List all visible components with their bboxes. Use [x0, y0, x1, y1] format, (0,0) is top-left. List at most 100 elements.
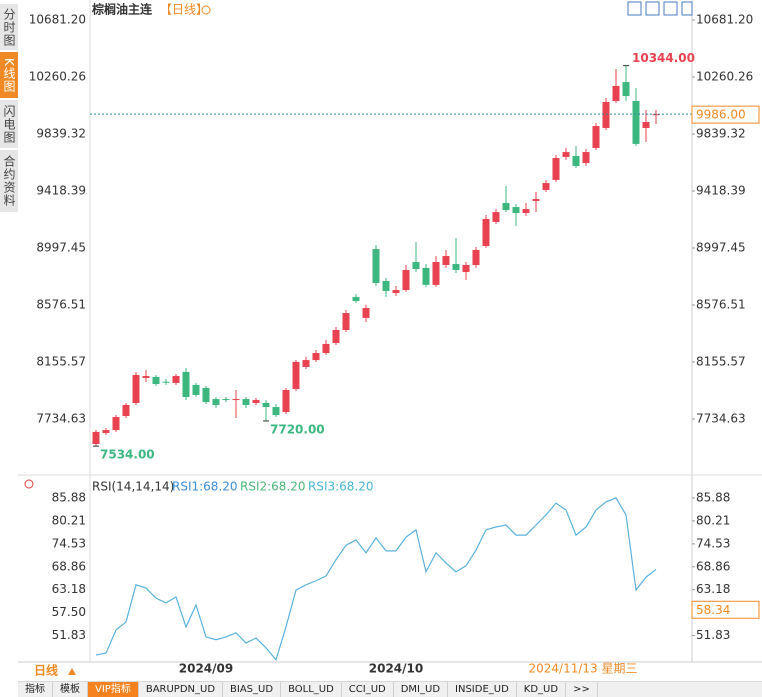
chart-title: 棕榈油主连 — [91, 2, 153, 17]
settings-icon[interactable] — [24, 479, 34, 489]
rsi-line — [95, 497, 657, 662]
candle-body — [432, 262, 440, 285]
y-tick-label-right: 10260.26 — [696, 70, 753, 84]
candle-body — [152, 376, 160, 385]
x-tick-label: 2024/10 — [369, 662, 423, 676]
low-label: 7720.00 — [270, 422, 325, 436]
candle-body — [372, 249, 380, 283]
candle-body — [342, 313, 350, 330]
candle-body — [92, 431, 100, 445]
candle-body — [112, 417, 120, 431]
crosshair-value: 58.34 — [696, 603, 730, 617]
candle-body — [392, 290, 400, 294]
y-tick-label-right: 9418.39 — [696, 184, 746, 198]
rsi-tick-label-right: 68.86 — [696, 559, 730, 573]
candle-body — [102, 430, 110, 434]
y-tick-label-left: 9839.32 — [36, 127, 86, 141]
period-arrow[interactable] — [68, 668, 76, 675]
y-tick-label-left: 8576.51 — [36, 298, 86, 312]
rsi-legend: RSI2:68.20 — [240, 480, 306, 494]
chart-subtitle: 【日线】 — [160, 3, 208, 17]
candle-body — [252, 399, 260, 403]
indicator-tab[interactable]: 模板 — [53, 682, 88, 697]
candle-body — [332, 329, 340, 343]
candle-body — [572, 155, 580, 167]
rsi-tick-label-left: 51.83 — [52, 628, 86, 642]
candle-body — [482, 218, 490, 247]
rsi-tick-label-left: 63.18 — [52, 582, 86, 596]
candle-body — [222, 399, 230, 401]
rsi-tick-label-left: 57.50 — [52, 605, 86, 619]
candle-body — [652, 114, 660, 116]
candle-body — [142, 376, 150, 378]
side-tab[interactable]: K线图 — [0, 52, 18, 99]
candle-body — [262, 402, 270, 408]
candle-body — [202, 387, 210, 403]
candle-body — [472, 249, 480, 265]
candle-body — [542, 183, 550, 190]
indicator-tab[interactable]: KD_UD — [517, 682, 567, 697]
rsi-title: RSI(14,14,14) — [92, 480, 174, 494]
candle-body — [122, 405, 130, 416]
candle-body — [562, 152, 570, 157]
indicator-tab[interactable]: BIAS_UD — [223, 682, 282, 697]
y-tick-label-right: 9839.32 — [696, 127, 746, 141]
last-price-box — [691, 105, 760, 124]
indicator-tab[interactable]: >> — [566, 682, 598, 697]
high-label: 10344.00 — [632, 51, 695, 65]
candle-body — [352, 296, 360, 302]
indicator-tab[interactable]: DMI_UD — [394, 682, 449, 697]
candle-body — [172, 376, 180, 383]
rsi-tick-label-left: 68.86 — [52, 559, 86, 573]
indicator-tab[interactable]: BOLL_UD — [281, 682, 342, 697]
y-tick-label-right: 8997.45 — [696, 241, 746, 255]
x-tick-label: 2024/09 — [179, 662, 233, 676]
candle-body — [632, 101, 640, 144]
candle-body — [622, 82, 630, 96]
y-tick-label-left: 8997.45 — [36, 241, 86, 255]
rsi-legend: RSI3:68.20 — [308, 480, 374, 494]
indicator-tab[interactable]: CCI_UD — [342, 682, 394, 697]
side-tab[interactable]: 合约资料 — [0, 150, 18, 213]
rsi-tick-label-right: 51.83 — [696, 628, 730, 642]
candle-body — [282, 389, 290, 413]
period-button[interactable]: 日线 — [34, 663, 58, 678]
candle-body — [592, 126, 600, 148]
candle-body — [442, 256, 450, 265]
candle-body — [302, 360, 310, 367]
indicator-tab[interactable]: INSIDE_UD — [448, 682, 517, 697]
rsi-legend: RSI1:68.20 — [172, 480, 238, 494]
crosshair-box — [691, 600, 760, 619]
y-tick-label-left: 8155.57 — [36, 355, 86, 369]
rsi-tick-label-right: 80.21 — [696, 513, 730, 527]
candle-body — [382, 280, 390, 291]
toolbar-icons[interactable] — [627, 1, 693, 16]
rsi-tick-label-left: 85.88 — [52, 491, 86, 505]
indicator-tab[interactable]: VIP指标 — [88, 682, 139, 697]
y-tick-label-left: 9418.39 — [36, 184, 86, 198]
rsi-tick-label-right: 85.88 — [696, 491, 730, 505]
candle-body — [522, 209, 530, 213]
indicator-tab[interactable]: 指标 — [18, 682, 53, 697]
candle-body — [322, 343, 330, 354]
side-tab[interactable]: 闪电图 — [0, 100, 18, 149]
candle-body — [502, 202, 510, 211]
candle-body — [512, 207, 520, 213]
side-tab[interactable]: 分时图 — [0, 4, 18, 51]
indicator-tab[interactable]: BARUPDN_UD — [139, 682, 224, 697]
candle-body — [532, 199, 540, 201]
candle-body — [232, 399, 240, 401]
rsi-tick-label-right: 74.53 — [696, 536, 730, 550]
candle-body — [642, 121, 650, 128]
y-tick-label-left: 10260.26 — [29, 70, 86, 84]
candle-body — [212, 399, 220, 406]
candle-body — [492, 212, 500, 222]
candle-body — [582, 152, 590, 164]
candle-body — [422, 267, 430, 285]
y-tick-label-left: 10681.20 — [29, 13, 86, 27]
candle-body — [412, 262, 420, 270]
add-icon[interactable] — [201, 5, 211, 15]
candle-body — [602, 101, 610, 128]
